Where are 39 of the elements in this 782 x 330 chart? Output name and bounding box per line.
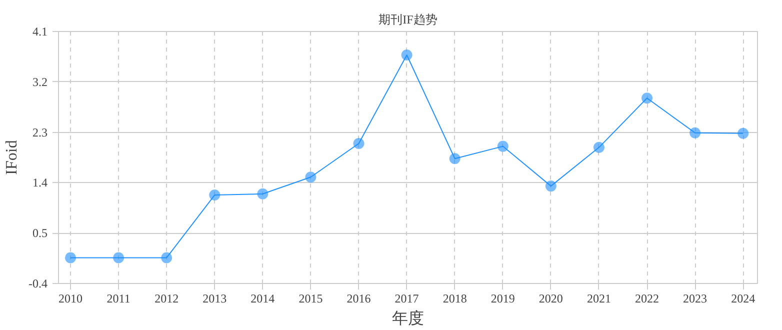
x-tick-label: 2018 <box>442 292 467 306</box>
point <box>690 127 701 138</box>
point <box>545 180 556 192</box>
y-tick-label: 3.2 <box>32 74 48 89</box>
x-axis-title: 年度 <box>392 310 424 328</box>
point <box>161 252 172 264</box>
point <box>401 50 412 61</box>
point <box>642 92 653 104</box>
point <box>353 138 364 149</box>
x-tick-label: 2012 <box>154 292 179 306</box>
x-tick-label: 2019 <box>490 292 515 306</box>
y-tick-label: 0.5 <box>32 226 48 240</box>
x-tick-label: 2013 <box>202 292 227 306</box>
point <box>209 190 220 201</box>
x-tick-label: 2022 <box>635 292 660 306</box>
y-axis-title: IFoid <box>4 140 21 175</box>
x-tick-label: 2014 <box>250 292 275 306</box>
point <box>65 252 76 264</box>
x-tick-label: 2015 <box>298 292 323 306</box>
y-tick-label: 1.4 <box>32 176 48 190</box>
point <box>257 188 268 200</box>
point <box>113 252 124 264</box>
point <box>593 142 604 153</box>
point <box>497 140 508 152</box>
x-tick-label: 2023 <box>683 292 708 306</box>
y-tick-label: -0.4 <box>28 276 48 290</box>
x-tick-label: 2010 <box>58 292 83 306</box>
x-tick-label: 2016 <box>346 292 371 306</box>
chart-title: 期刊IF趋势 <box>378 12 438 26</box>
y-tick-label: 2.3 <box>32 125 48 140</box>
x-tick-label: 2017 <box>394 292 419 306</box>
x-tick-label: 2020 <box>538 292 563 306</box>
x-tick-label: 2021 <box>586 292 611 306</box>
y-tick-label: 4.1 <box>32 24 48 38</box>
x-tick-label: 2024 <box>731 292 756 306</box>
x-tick-label: 2011 <box>106 292 130 306</box>
point <box>305 172 316 183</box>
point <box>449 153 460 164</box>
point <box>738 128 749 139</box>
